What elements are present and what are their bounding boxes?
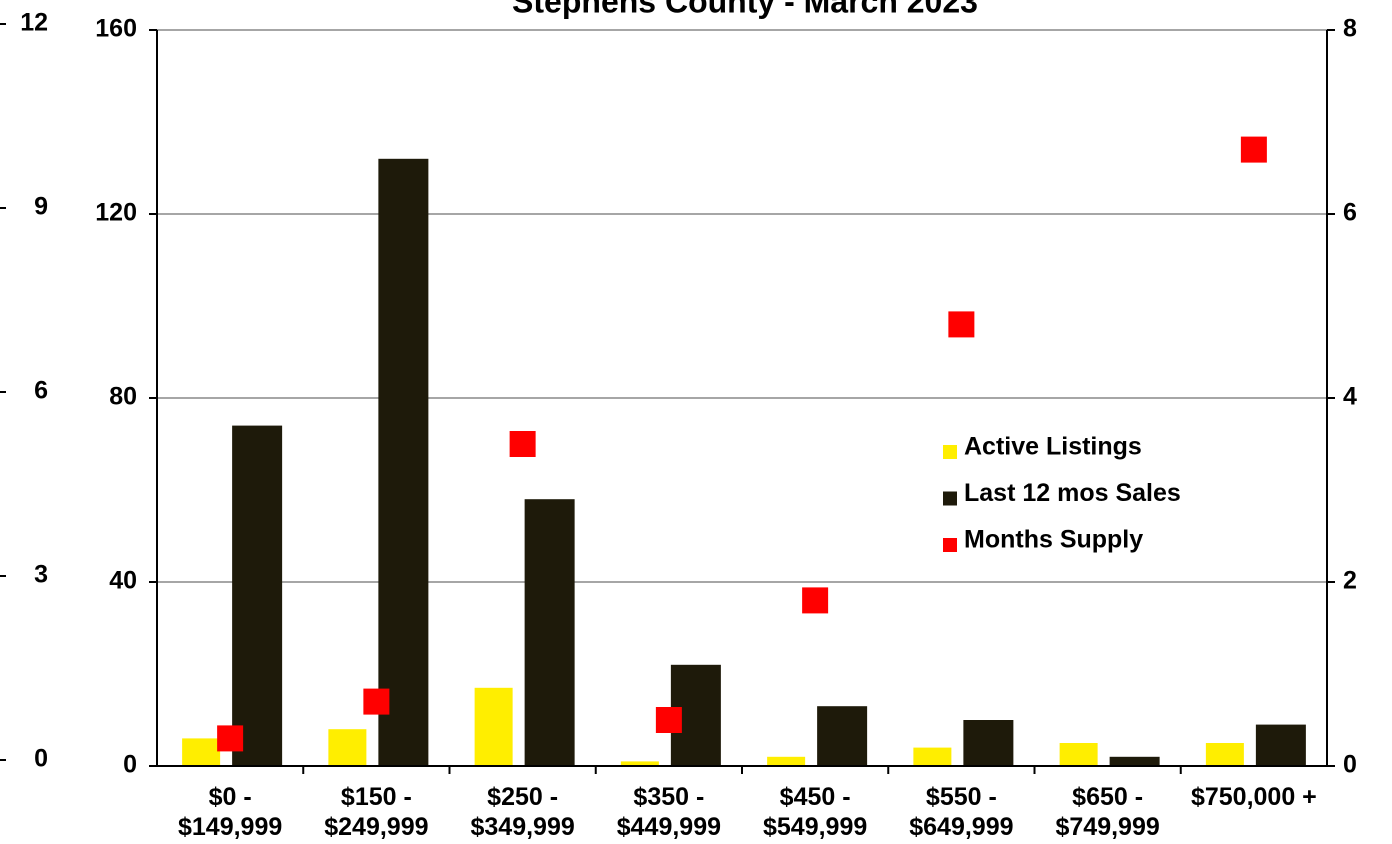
bar — [328, 729, 367, 766]
marker — [655, 707, 682, 733]
bar — [1059, 743, 1098, 766]
y-tick-label: 160 — [95, 15, 137, 43]
y2-tick-label: 0 — [1343, 751, 1357, 779]
y2-tick-label: 6 — [1343, 199, 1357, 227]
x-tick-label: $350 - $449,999 — [616, 783, 722, 841]
bar — [620, 761, 659, 766]
marker — [948, 311, 975, 338]
bar — [963, 720, 1014, 766]
y-tick-label: 40 — [109, 567, 137, 595]
legend-swatch — [943, 491, 957, 506]
bar — [1255, 724, 1306, 766]
x-tick-label: $150 - $249,999 — [324, 783, 429, 841]
legend-swatch — [943, 538, 957, 552]
bar — [524, 499, 575, 766]
marker — [802, 587, 829, 614]
legend-label: Active Listings — [964, 433, 1142, 461]
marker — [509, 431, 536, 457]
bar — [767, 756, 806, 766]
y2-tick-label: 4 — [1343, 383, 1357, 411]
marker — [363, 688, 390, 715]
x-tick-label: $250 - $349,999 — [470, 783, 575, 841]
x-tick-label: $650 - $749,999 — [1055, 783, 1160, 841]
x-tick-label: $750,000 + — [1190, 783, 1317, 811]
x-tick-label: $450 - $549,999 — [762, 783, 868, 841]
y-tick-label: 0 — [123, 751, 137, 779]
legend-label: Months Supply — [964, 526, 1143, 554]
bar — [1109, 756, 1160, 766]
y3-tick-label: 12 — [20, 9, 48, 37]
bar — [378, 158, 429, 767]
legend-label: Last 12 mos Sales — [964, 479, 1181, 507]
y3-tick-label: 3 — [34, 561, 48, 589]
y2-tick-label: 8 — [1343, 15, 1357, 43]
y3-tick-label: 9 — [34, 193, 48, 221]
bar — [1205, 743, 1244, 766]
x-tick-label: $550 - $649,999 — [909, 783, 1014, 841]
bar — [913, 747, 952, 766]
y3-tick-label: 0 — [34, 745, 48, 773]
bar — [817, 706, 868, 766]
bar — [182, 738, 221, 766]
x-tick-label: $0 - $149,999 — [177, 783, 283, 841]
bar — [474, 687, 513, 766]
marker — [217, 725, 244, 752]
marker — [1240, 136, 1267, 163]
chart-title: Stephens County - March 2023 — [512, 0, 978, 19]
bar — [232, 425, 283, 766]
y-tick-label: 80 — [109, 383, 137, 411]
y3-tick-label: 6 — [34, 377, 48, 405]
y-tick-label: 120 — [95, 199, 137, 227]
legend-swatch — [943, 445, 957, 459]
y2-tick-label: 2 — [1343, 567, 1357, 595]
